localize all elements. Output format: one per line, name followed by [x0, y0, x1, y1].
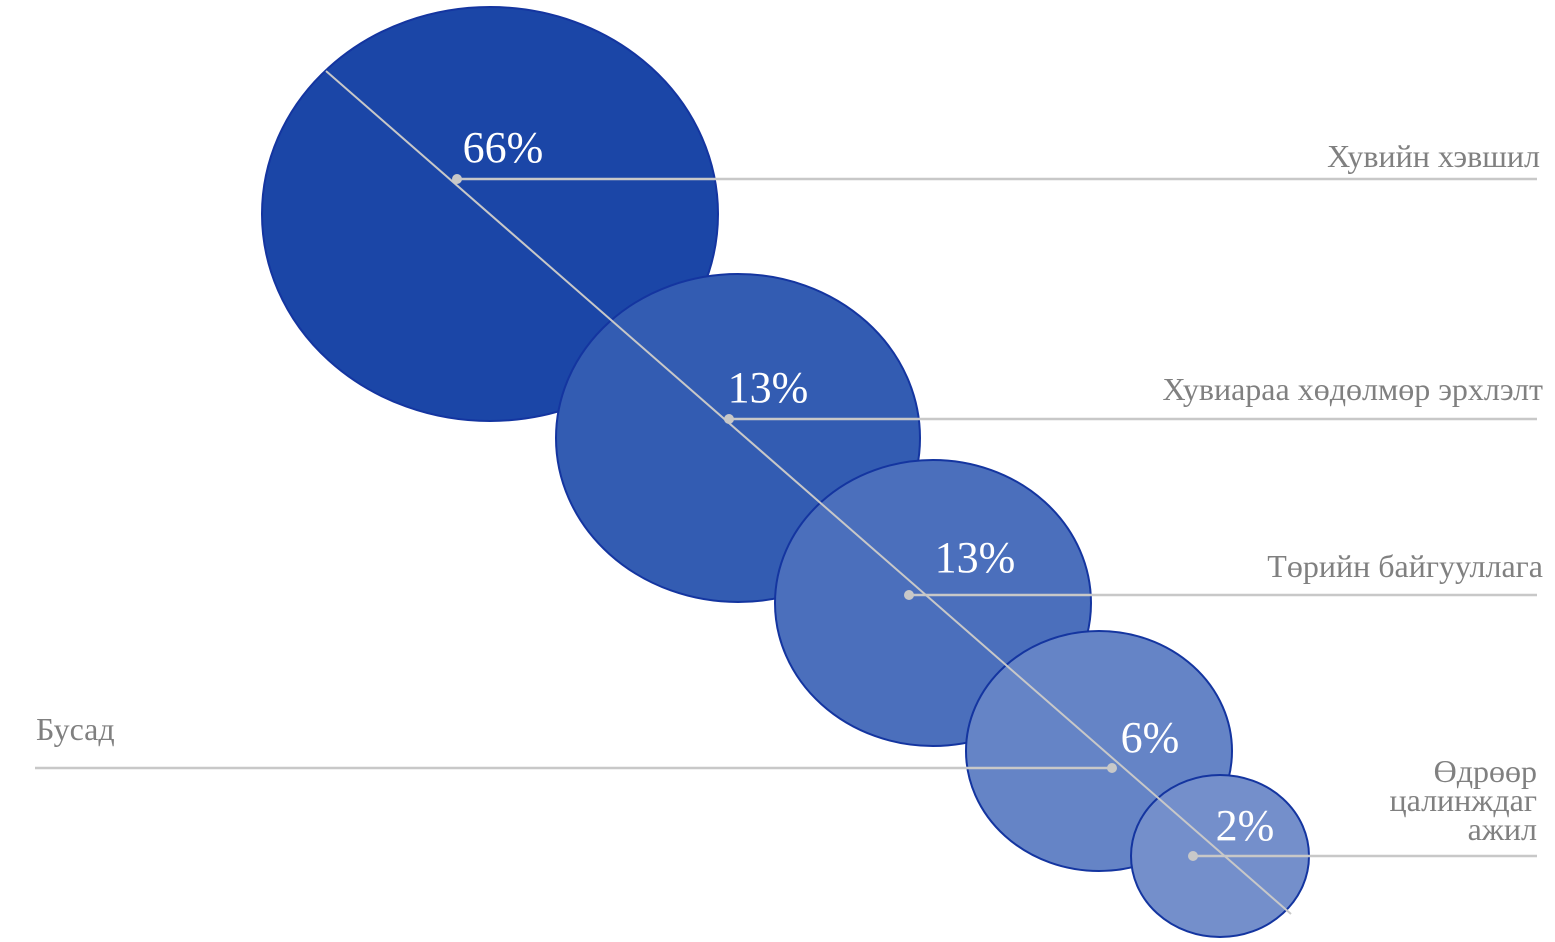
bubbles-layer [261, 6, 1310, 938]
value-label-5: 2% [1216, 801, 1275, 850]
value-label-2: 13% [728, 363, 809, 412]
diagonal-guide-line [325, 70, 1292, 915]
anchor-dot-4 [1107, 763, 1117, 773]
category-label-2: Хувиараа хөдөлмөр эрхлэлт [1163, 371, 1543, 407]
category-label-1: Хувийн хэвшил [1327, 138, 1540, 174]
anchor-dot-2 [724, 414, 734, 424]
value-label-4: 6% [1121, 713, 1180, 762]
anchor-dot-1 [452, 174, 462, 184]
category-label-3: Төрийн байгууллага [1267, 548, 1543, 584]
value-label-3: 13% [935, 533, 1016, 582]
labels-layer: 66% 13% 13% 6% 2% Хувийн хэвшил Хувиараа хөдөл… [36, 123, 1543, 850]
leader-lines-layer [35, 70, 1537, 915]
value-label-1: 66% [463, 123, 544, 172]
anchor-dot-5 [1188, 851, 1198, 861]
category-label-5: Өдрөөр цалинждаг ажил [1389, 753, 1537, 847]
category-label-4: Бусад [36, 711, 115, 747]
anchor-dot-3 [904, 590, 914, 600]
